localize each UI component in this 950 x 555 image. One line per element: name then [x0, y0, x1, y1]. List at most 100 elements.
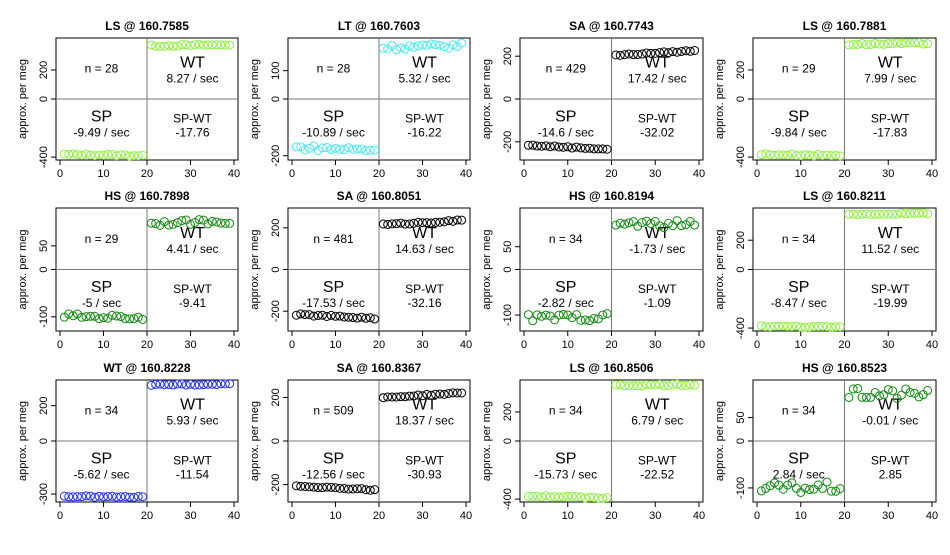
sp-point	[81, 491, 91, 501]
wt-point	[216, 218, 226, 228]
y-axis-label: approx. per meg	[17, 229, 29, 309]
wt-point	[199, 380, 209, 390]
wt-point	[391, 45, 401, 55]
x-tick-label: 10	[795, 339, 807, 351]
wt-point	[396, 43, 406, 53]
sp-point	[322, 312, 332, 322]
sp-point	[331, 143, 340, 153]
wt-point	[203, 219, 213, 229]
sp-point	[112, 151, 122, 161]
spwt-value: 2.85	[879, 467, 903, 481]
sample-count: n = 34	[549, 404, 583, 418]
x-tick-label: 0	[289, 510, 295, 522]
spwt-value: -16.22	[407, 125, 441, 139]
wt-rate: 7.99 / sec	[864, 72, 916, 86]
wt-point	[650, 380, 660, 390]
y-tick-label: -200	[270, 145, 282, 167]
wt-point	[875, 391, 884, 401]
sp-point	[787, 149, 797, 159]
wt-label: WT	[412, 397, 437, 414]
wt-point	[914, 208, 924, 218]
sp-point	[818, 321, 828, 331]
x-tick-label: 30	[882, 168, 894, 180]
sp-point	[585, 492, 595, 502]
chart-panel-10: SA @ 160.8367 0 10 20 30 40 -200 0 200 approx. pe…	[249, 361, 472, 522]
x-tick-label: 10	[97, 168, 109, 180]
wt-point	[378, 393, 388, 403]
y-tick-label: 50	[735, 411, 747, 423]
x-tick-label: 30	[416, 168, 428, 180]
y-tick-label: 50	[38, 240, 50, 252]
wt-point	[413, 390, 423, 400]
sp-point	[112, 492, 122, 502]
wt-point	[861, 392, 871, 402]
sp-point	[344, 143, 354, 153]
spwt-value: -30.93	[407, 467, 441, 481]
sp-rate: -8.47 / sec	[771, 296, 827, 310]
wt-point	[203, 379, 213, 389]
wt-point	[879, 390, 889, 400]
x-tick-label: 20	[605, 510, 617, 522]
wt-point	[207, 216, 217, 226]
sp-point	[90, 311, 100, 321]
sp-point	[317, 310, 327, 320]
wt-point	[857, 209, 867, 219]
wt-point	[853, 39, 863, 49]
wt-point	[172, 379, 182, 389]
sp-point	[550, 141, 560, 151]
wt-point	[642, 216, 651, 226]
wt-point	[225, 379, 235, 389]
sp-point	[94, 314, 104, 324]
sp-point	[554, 142, 564, 152]
wt-point	[637, 381, 647, 391]
wt-point	[186, 40, 195, 50]
wt-point	[857, 38, 867, 48]
y-tick-label: -400	[38, 146, 50, 168]
wt-point	[624, 218, 634, 228]
chart-title: LS @ 160.7881	[803, 19, 887, 33]
sp-point	[567, 143, 577, 153]
sp-point	[326, 310, 336, 320]
y-tick-label: 200	[270, 219, 282, 237]
wt-point	[914, 38, 924, 48]
wt-point	[914, 392, 924, 402]
sp-rate: -2.82 / sec	[538, 296, 594, 310]
y-axis-label: approx. per meg	[714, 229, 726, 309]
sp-point	[800, 322, 810, 332]
x-tick-label: 20	[141, 510, 153, 522]
wt-point	[212, 40, 222, 50]
sp-point	[541, 310, 551, 320]
sp-point	[99, 313, 108, 323]
sp-point	[344, 312, 354, 322]
spwt-value: -19.99	[873, 296, 907, 310]
wt-point	[861, 209, 871, 219]
sp-rate: -17.53 / sec	[302, 296, 365, 310]
wt-rate: 11.52 / sec	[861, 242, 919, 256]
sp-point	[116, 312, 126, 322]
wt-point	[901, 209, 911, 219]
y-tick-label: 0	[502, 438, 514, 444]
sp-point	[831, 486, 841, 496]
wt-point	[216, 40, 226, 50]
sp-point	[550, 492, 560, 502]
sp-point	[304, 310, 314, 320]
y-axis-label: approx. per meg	[17, 401, 29, 481]
wt-point	[883, 39, 893, 49]
wt-label: WT	[412, 55, 437, 72]
x-tick-label: 40	[460, 339, 472, 351]
wt-point	[418, 218, 427, 228]
sp-point	[593, 493, 603, 503]
x-tick-label: 0	[289, 339, 295, 351]
sp-point	[90, 151, 100, 161]
wt-point	[396, 218, 406, 228]
data-points	[523, 45, 700, 154]
sp-point	[138, 314, 148, 324]
sp-point	[778, 321, 788, 331]
sp-point	[125, 492, 135, 502]
sp-point	[554, 492, 564, 502]
x-tick-label: 0	[754, 168, 760, 180]
sp-point	[826, 486, 836, 496]
x-tick-label: 40	[460, 168, 472, 180]
wt-point	[861, 40, 871, 50]
data-points	[291, 388, 467, 495]
